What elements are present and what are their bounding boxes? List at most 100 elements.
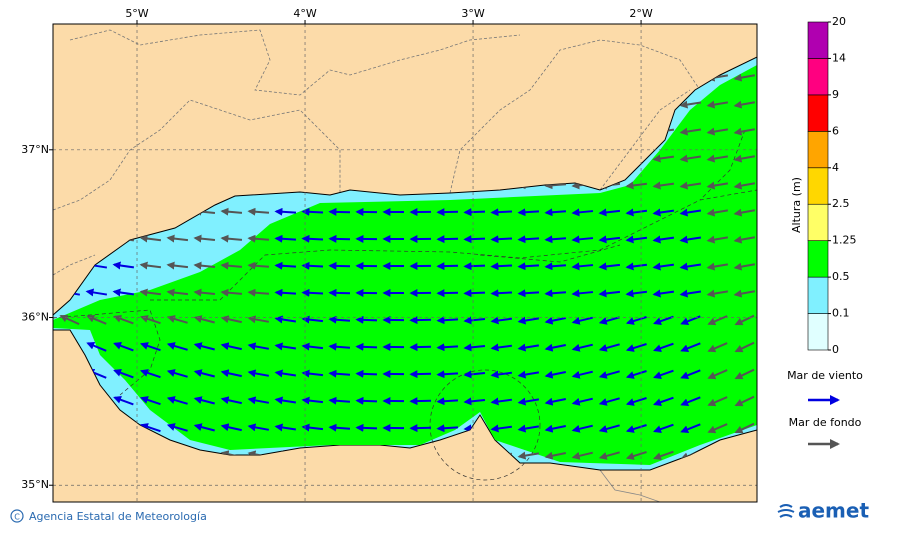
wave-arrow [652, 289, 675, 298]
wave-arrow [706, 235, 729, 244]
wave-arrow [247, 342, 270, 351]
wave-arrow [598, 397, 620, 406]
wave-arrow [463, 208, 486, 217]
wave-arrow [328, 207, 351, 216]
wave-arrow [193, 288, 216, 297]
wave-arrow [598, 235, 621, 244]
wave-arrow [220, 423, 242, 432]
wave-arrow [463, 343, 486, 352]
map-frame [52, 23, 758, 503]
wave-arrow [355, 396, 378, 405]
wave-arrow [598, 262, 621, 271]
wave-arrow [679, 154, 702, 163]
wave-arrow [734, 422, 755, 434]
wave-arrow [490, 316, 513, 325]
wave-arrow [274, 423, 297, 432]
wave-arrow [328, 315, 351, 324]
wave-arrow [598, 208, 621, 217]
wave-arrow [274, 315, 297, 324]
wave-arrow [571, 208, 594, 217]
border-line [52, 254, 96, 276]
colorbar-segment [807, 94, 829, 132]
wave-arrow [706, 262, 729, 271]
wave-arrow [733, 154, 756, 163]
wave-arrow [517, 316, 540, 325]
logo-icon [777, 504, 795, 518]
wave-arrow [490, 235, 513, 244]
wave-arrow [652, 235, 675, 244]
colorbar-label: 0.5 [832, 270, 850, 283]
wave-arrow [139, 234, 162, 243]
wave-arrow [652, 154, 675, 163]
wave-arrow [571, 316, 593, 325]
wave-arrow [220, 342, 242, 351]
logo: aemet [798, 499, 869, 523]
border-line [449, 39, 701, 194]
wave-arrow [436, 397, 459, 406]
wave-arrow [517, 289, 540, 298]
wave-arrow [707, 342, 728, 353]
wave-arrow [544, 451, 566, 460]
wave-arrow [113, 314, 134, 325]
wave-arrow [625, 181, 648, 190]
colorbar-label: 2.5 [832, 197, 850, 210]
wave-arrow [652, 181, 675, 190]
wave-arrow [625, 262, 648, 271]
wave-arrow [436, 370, 459, 379]
colorbar-segment [807, 58, 829, 96]
wave-arrow [517, 397, 540, 406]
wave-arrow [734, 368, 755, 380]
wave-arrow [734, 314, 755, 326]
wave-arrow [490, 424, 513, 433]
wave-arrow [113, 395, 134, 406]
wave-arrow [652, 208, 675, 217]
wave-arrow [328, 342, 351, 351]
wave-arrow [653, 342, 674, 352]
wave-arrow [571, 235, 594, 244]
wave-arrow [139, 369, 161, 379]
wave-arrow [301, 315, 324, 324]
wave-arrow [544, 424, 566, 433]
wave-arrow [733, 73, 756, 82]
zone-circle [429, 369, 541, 481]
wave-arrow [706, 181, 729, 190]
wave-arrow [706, 154, 729, 163]
wave-arrow [680, 396, 701, 407]
wave-arrow [274, 342, 297, 351]
wave-arrow [193, 261, 216, 270]
colorbar-segment [807, 313, 829, 351]
wave-arrow [598, 424, 620, 433]
wave-arrow [139, 396, 161, 406]
wave-arrow [652, 262, 675, 271]
wave-arrow [598, 316, 620, 325]
wave-arrow [166, 369, 188, 378]
colorbar-label: 0.1 [832, 307, 850, 320]
wave-arrow [274, 261, 297, 270]
wave-arrow [517, 208, 540, 217]
wave-arrow [166, 396, 188, 405]
wave-arrow [625, 451, 647, 460]
wave-arrow [193, 369, 215, 378]
wave-arrow [544, 262, 567, 271]
wave-arrow [247, 234, 270, 243]
wave-arrow [220, 261, 243, 270]
colorbar-label: 1.25 [832, 234, 857, 247]
wave-arrow [113, 368, 134, 379]
wave-arrow [301, 369, 324, 378]
wave-arrow [571, 397, 593, 406]
colorbar-segment [807, 21, 829, 59]
wave-arrow [625, 208, 648, 217]
wave-arrow [436, 424, 459, 433]
wave-arrow [679, 262, 702, 271]
wave-arrow [463, 289, 486, 298]
wave-arrow [679, 235, 702, 244]
copyright-icon [10, 509, 24, 523]
wave-arrow [463, 316, 486, 325]
wave-arrow [625, 424, 647, 433]
wave-arrow [112, 288, 135, 297]
wave-arrow [274, 234, 297, 243]
wave-arrow [680, 369, 701, 380]
wave-arrow [625, 289, 648, 298]
wave-arrow [707, 396, 728, 407]
wave-arrow [274, 288, 297, 297]
